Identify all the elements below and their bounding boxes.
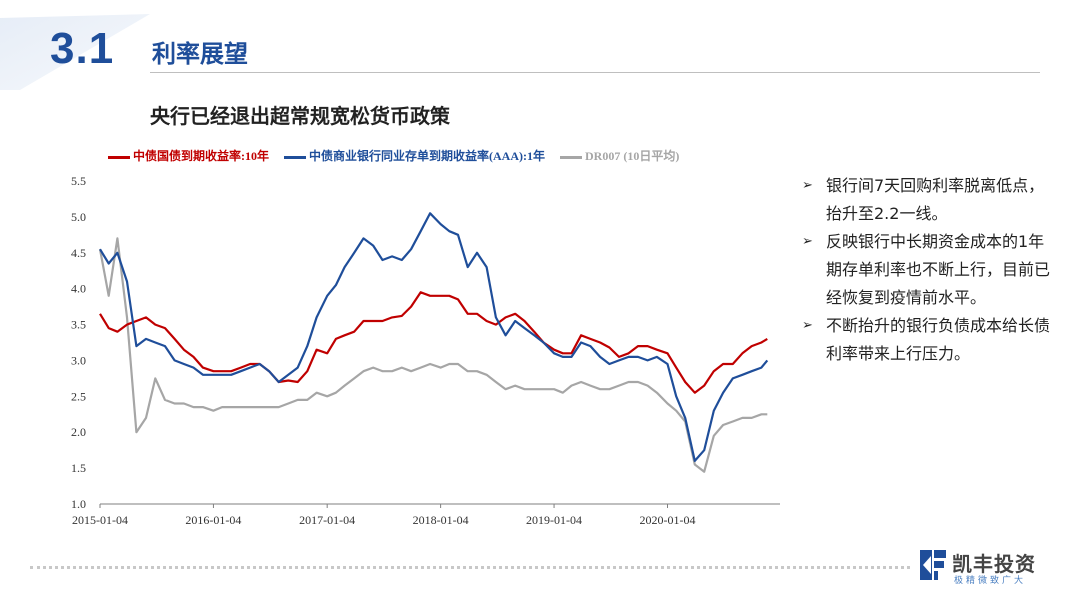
x-tick-label: 2018-01-04 (413, 513, 469, 527)
arrow-icon: ➢ (802, 318, 813, 333)
logo-name: 凯丰投资 (952, 552, 1036, 576)
x-tick-label: 2015-01-04 (72, 513, 128, 527)
bullet-item: ➢ 不断抬升的银行负债成本给长债利率带来上行压力。 (802, 312, 1052, 368)
logo-tagline: 极精微致广大 (954, 576, 1027, 586)
x-tick-label: 2019-01-04 (526, 513, 582, 527)
y-tick-label: 1.0 (71, 497, 86, 511)
legend-label-1: 中债商业银行同业存单到期收益率(AAA):1年 (309, 149, 545, 163)
legend-label-0: 中债国债到期收益率:10年 (133, 149, 269, 163)
bullet-text: 银行间7天回购利率脱离低点，抬升至2.2一线。 (826, 176, 1045, 223)
y-tick-label: 5.5 (71, 174, 86, 188)
series-line-2 (98, 237, 768, 473)
bullet-list: ➢ 银行间7天回购利率脱离低点，抬升至2.2一线。 ➢ 反映银行中长期资金成本的1年… (802, 172, 1052, 368)
header-banner (0, 14, 150, 90)
section-number: 3.1 (50, 24, 115, 73)
footer-dotted-line (30, 566, 910, 569)
legend-swatch-0 (108, 155, 130, 159)
chart-legend: 中债国债到期收益率:10年 中债商业银行同业存单到期收益率(AAA):1年 DR… (108, 147, 691, 164)
slide-subtitle: 央行已经退出超常规宽松货币政策 (150, 104, 450, 128)
bullet-text: 不断抬升的银行负债成本给长债利率带来上行压力。 (826, 316, 1051, 363)
arrow-icon: ➢ (802, 234, 813, 249)
y-tick-label: 1.5 (71, 461, 86, 475)
x-tick-label: 2017-01-04 (299, 513, 355, 527)
section-title: 利率展望 (152, 40, 248, 68)
y-tick-label: 4.5 (71, 246, 86, 260)
y-tick-label: 3.0 (71, 353, 86, 367)
legend-item-0: 中债国债到期收益率:10年 (108, 147, 269, 164)
title-divider (150, 72, 1040, 73)
logo-mark-icon (920, 550, 946, 580)
legend-swatch-2 (560, 155, 582, 159)
x-tick-label: 2016-01-04 (185, 513, 241, 527)
y-tick-label: 3.5 (71, 318, 86, 332)
series-line-1 (99, 212, 769, 462)
y-tick-label: 2.5 (71, 389, 86, 403)
y-tick-label: 2.0 (71, 425, 86, 439)
y-tick-label: 4.0 (71, 282, 86, 296)
x-tick-label: 2020-01-04 (639, 513, 695, 527)
bullet-item: ➢ 反映银行中长期资金成本的1年期存单利率也不断上行，目前已经恢复到疫情前水平。 (802, 228, 1052, 312)
legend-item-1: 中债商业银行同业存单到期收益率(AAA):1年 (284, 147, 545, 164)
bullet-item: ➢ 银行间7天回购利率脱离低点，抬升至2.2一线。 (802, 172, 1052, 228)
legend-swatch-1 (284, 155, 306, 159)
y-tick-label: 5.0 (71, 210, 86, 224)
legend-item-2: DR007 (10日平均) (560, 147, 679, 164)
series-line-0 (99, 291, 768, 394)
bullet-text: 反映银行中长期资金成本的1年期存单利率也不断上行，目前已经恢复到疫情前水平。 (826, 232, 1051, 307)
arrow-icon: ➢ (802, 178, 813, 193)
legend-label-2: DR007 (10日平均) (585, 149, 680, 163)
